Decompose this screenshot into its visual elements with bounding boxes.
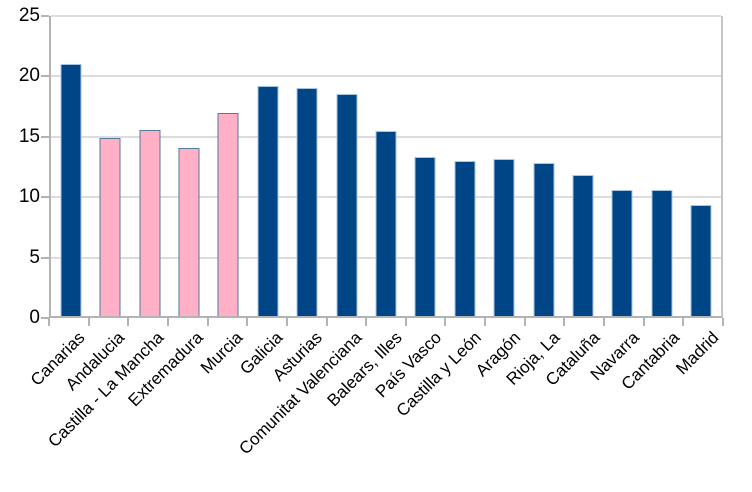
bar-slot: [484, 16, 523, 316]
x-tick: [325, 318, 328, 326]
bar-slot: [642, 16, 681, 316]
y-tick-label-20: 20: [18, 65, 40, 87]
bar-slot: [603, 16, 642, 316]
bar-murcia: [217, 113, 239, 316]
bar-slot: [51, 16, 90, 316]
bar-aragón: [493, 158, 515, 316]
bar-slot: [366, 16, 405, 316]
y-tick: [41, 317, 49, 319]
x-tick: [563, 318, 566, 326]
y-tick: [41, 75, 49, 78]
x-tick: [87, 318, 90, 326]
bar-cataluña: [572, 174, 594, 316]
bar-slot: [169, 16, 208, 316]
bar-slot: [445, 16, 484, 316]
bar-madrid: [690, 204, 712, 316]
bar-andalucia: [99, 138, 121, 316]
bar-series: [51, 16, 721, 316]
x-tick: [48, 318, 50, 326]
x-tick: [682, 318, 685, 326]
x-tick: [206, 318, 209, 326]
bar-rioja-la: [533, 162, 555, 316]
x-tick: [444, 318, 447, 326]
x-category-label: Murcia: [197, 328, 247, 378]
y-tick-label-10: 10: [18, 186, 40, 208]
x-tick: [127, 318, 130, 326]
bar-castilla-y-león: [454, 161, 476, 316]
y-tick-label-15: 15: [18, 125, 40, 147]
bar-slot: [406, 16, 445, 316]
x-tick: [285, 318, 288, 326]
y-tick: [41, 196, 49, 199]
x-tick: [404, 318, 407, 326]
x-tick: [166, 318, 169, 326]
x-tick: [722, 318, 724, 326]
bar-slot: [563, 16, 602, 316]
bar-extremadura: [178, 148, 200, 316]
bar-galicia: [257, 86, 279, 316]
y-tick-label-5: 5: [29, 246, 40, 268]
bar-slot: [130, 16, 169, 316]
bar-slot: [287, 16, 326, 316]
y-tick: [41, 135, 49, 138]
bar-navarra: [611, 190, 633, 316]
bar-canarias: [60, 63, 82, 316]
bar-slot: [524, 16, 563, 316]
bar-slot: [327, 16, 366, 316]
x-tick: [523, 318, 526, 326]
x-tick: [365, 318, 368, 326]
x-tick: [603, 318, 606, 326]
bar-país-vasco: [414, 156, 436, 316]
y-tick: [41, 15, 49, 17]
x-tick: [246, 318, 249, 326]
x-category-label: Madrid: [672, 328, 723, 379]
bar-castilla-la-mancha: [139, 129, 161, 316]
gridline-25: [51, 15, 721, 17]
x-tick: [484, 318, 487, 326]
bar-slot: [248, 16, 287, 316]
plot-area: [49, 15, 723, 318]
x-tick: [642, 318, 645, 326]
bar-slot: [682, 16, 721, 316]
y-tick-label-0: 0: [29, 307, 40, 328]
bar-slot: [209, 16, 248, 316]
bar-cantabria: [651, 190, 673, 316]
y-tick-label-25: 25: [18, 5, 40, 26]
bar-slot: [90, 16, 129, 316]
y-tick: [41, 256, 49, 259]
bar-asturias: [296, 87, 318, 316]
gridline-20: [51, 75, 721, 78]
bar-comunitat-valenciana: [336, 93, 358, 316]
bar-balears-illes: [375, 131, 397, 316]
